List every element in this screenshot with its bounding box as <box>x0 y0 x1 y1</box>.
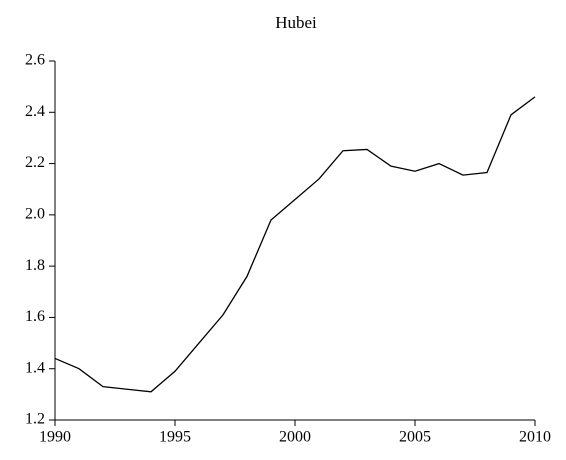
x-tick-label: 1995 <box>159 429 191 446</box>
x-tick-label: 2010 <box>519 429 551 446</box>
y-tick-label: 1.2 <box>25 411 45 428</box>
y-tick-label: 2.6 <box>25 52 45 69</box>
y-tick-label: 2.0 <box>25 206 45 223</box>
y-tick-label: 1.4 <box>25 359 45 376</box>
x-tick-label: 1990 <box>39 429 71 446</box>
y-tick-label: 1.8 <box>25 257 45 274</box>
y-tick-label: 2.2 <box>25 154 45 171</box>
y-tick-label: 1.6 <box>25 308 45 325</box>
line <box>54 96 536 393</box>
x-tick-label: 2005 <box>399 429 431 446</box>
chart-title: Hubei <box>275 13 317 32</box>
x-tick-label: 2000 <box>279 429 311 446</box>
y-tick-label: 2.4 <box>25 103 45 120</box>
